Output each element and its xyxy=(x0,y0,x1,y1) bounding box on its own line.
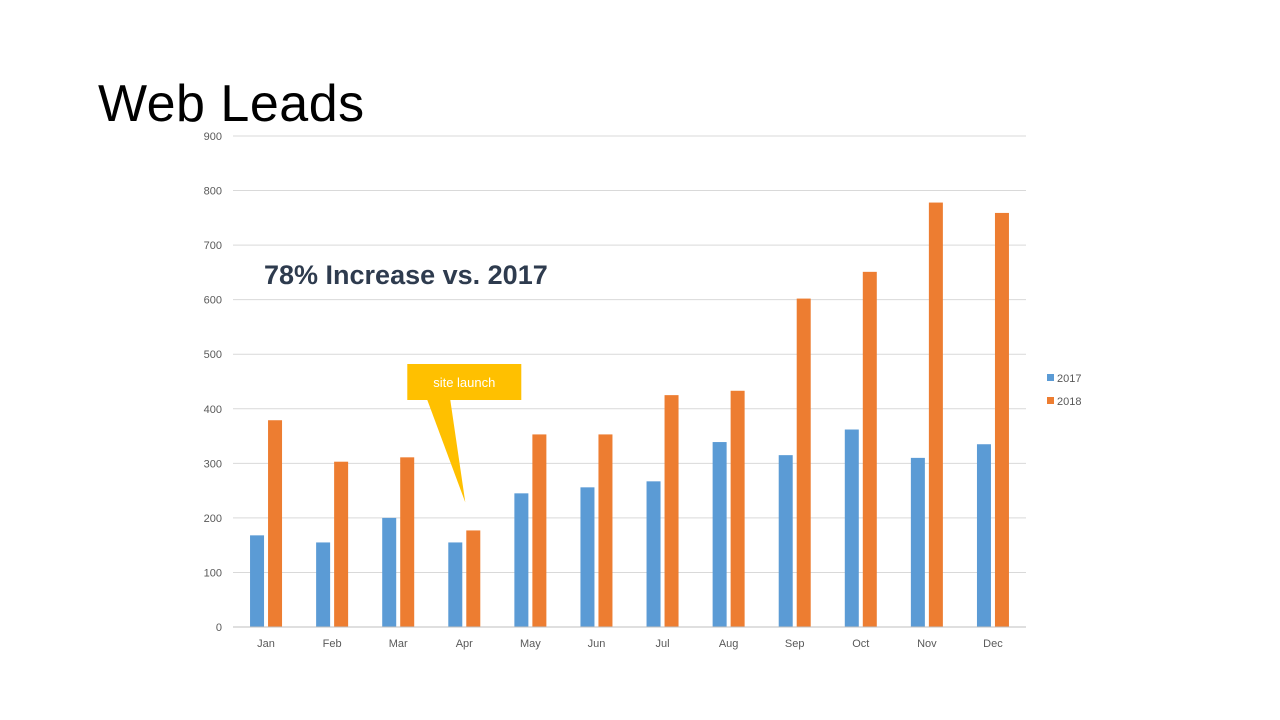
bar-2018-may xyxy=(532,434,547,627)
bar-2017-nov xyxy=(910,457,925,627)
slide-title: Web Leads xyxy=(98,75,365,133)
x-tick-label: Nov xyxy=(917,638,937,650)
y-tick-label: 200 xyxy=(204,513,222,525)
y-tick-label: 800 xyxy=(204,186,222,198)
x-tick-label: Mar xyxy=(389,638,408,650)
bar-2018-mar xyxy=(400,457,415,627)
x-tick-label: Oct xyxy=(852,638,869,650)
bar-2017-oct xyxy=(844,429,859,627)
y-tick-label: 600 xyxy=(204,295,222,307)
y-tick-label: 100 xyxy=(204,567,222,579)
x-tick-label: May xyxy=(520,638,541,650)
bar-2018-sep xyxy=(796,298,811,627)
bar-2017-jun xyxy=(580,487,595,627)
y-tick-label: 500 xyxy=(204,349,222,361)
bar-2017-feb xyxy=(316,542,331,627)
callout-pointer xyxy=(427,400,466,503)
x-tick-label: Feb xyxy=(323,638,342,650)
legend-label-2017: 2017 xyxy=(1057,373,1081,385)
y-tick-label: 400 xyxy=(204,404,222,416)
bar-2018-feb xyxy=(334,461,349,627)
bar-2017-dec xyxy=(976,444,991,627)
x-tick-label: Jun xyxy=(588,638,606,650)
x-tick-label: Apr xyxy=(456,638,473,650)
bar-2017-jan xyxy=(250,535,265,627)
x-axis-ticks: Jan Feb Mar Apr May Jun Jul Aug Sep Oct Nov Dec xyxy=(257,638,1003,650)
x-tick-label: Jan xyxy=(257,638,275,650)
y-tick-label: 700 xyxy=(204,240,222,252)
y-tick-label: 900 xyxy=(204,131,222,143)
bar-2018-jan xyxy=(268,420,283,627)
callout-box xyxy=(407,364,522,400)
y-axis-ticks: 0 100 200 300 400 500 600 700 800 900 xyxy=(204,131,222,634)
bar-2018-jul xyxy=(664,395,679,627)
legend: 2017 2018 xyxy=(1047,373,1081,408)
callout-label: site launch xyxy=(433,375,495,390)
bar-2017-jul xyxy=(646,481,661,627)
bar-2018-dec xyxy=(994,212,1009,627)
bar-2017-apr xyxy=(448,542,463,627)
legend-label-2018: 2018 xyxy=(1057,396,1081,408)
bar-2018-aug xyxy=(730,390,745,627)
y-tick-label: 0 xyxy=(216,622,222,634)
bar-2017-sep xyxy=(778,455,793,627)
bar-2018-oct xyxy=(862,271,877,627)
bar-2018-apr xyxy=(466,530,481,627)
site-launch-callout: site launch xyxy=(407,364,522,503)
gridlines xyxy=(233,135,1026,573)
bar-2017-may xyxy=(514,493,529,627)
headline-annotation: 78% Increase vs. 2017 xyxy=(264,260,548,290)
x-tick-label: Dec xyxy=(983,638,1003,650)
legend-swatch-2017 xyxy=(1047,374,1054,381)
x-tick-label: Sep xyxy=(785,638,805,650)
bar-2018-nov xyxy=(928,202,943,627)
x-tick-label: Jul xyxy=(656,638,670,650)
bar-2018-jun xyxy=(598,434,613,627)
x-tick-label: Aug xyxy=(719,638,739,650)
bar-2017-aug xyxy=(712,442,727,627)
y-tick-label: 300 xyxy=(204,458,222,470)
bars xyxy=(250,202,1009,627)
bar-2017-mar xyxy=(382,517,397,627)
legend-swatch-2018 xyxy=(1047,397,1054,404)
